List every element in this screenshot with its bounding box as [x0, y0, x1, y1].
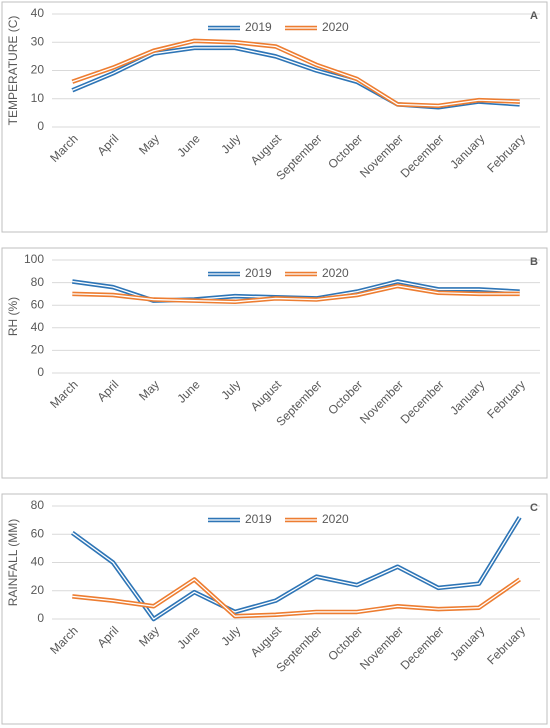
panel-border [1, 247, 548, 479]
x-tick-label: March [47, 377, 80, 410]
x-tick-label: November [357, 377, 406, 426]
y-tick-label: 20 [31, 343, 45, 357]
x-tick-label: June [174, 131, 203, 160]
y-tick-label: 30 [31, 34, 45, 48]
y-axis-title: TEMPERATURE (C) [6, 16, 20, 126]
x-tick-label: May [136, 623, 162, 649]
y-axis-title: RAINFALL (MM) [6, 519, 20, 607]
legend-label: 2020 [322, 512, 349, 526]
x-tick-label: July [218, 131, 243, 156]
panel-label: A [530, 10, 538, 22]
legend-label: 2020 [322, 266, 349, 280]
x-tick-label: July [218, 623, 243, 648]
y-tick-label: 100 [24, 252, 44, 266]
x-tick-label: May [136, 377, 162, 403]
panel-border [1, 493, 548, 725]
y-tick-label: 40 [31, 6, 45, 20]
x-tick-label: November [357, 131, 406, 180]
y-tick-label: 80 [31, 275, 45, 289]
x-tick-label: January [447, 377, 487, 417]
x-tick-label: April [94, 623, 121, 650]
x-tick-label: January [447, 623, 487, 663]
x-tick-label: July [218, 377, 243, 402]
x-tick-label: February [484, 623, 528, 667]
x-tick-label: April [94, 377, 121, 404]
series-line-inner [72, 578, 521, 617]
y-tick-label: 60 [31, 297, 45, 311]
x-tick-label: October [325, 131, 365, 171]
x-tick-label: August [248, 377, 285, 414]
legend-label: 2019 [245, 512, 272, 526]
x-tick-label: August [248, 131, 285, 168]
y-tick-label: 0 [37, 611, 44, 625]
x-tick-label: June [174, 623, 203, 652]
y-tick-label: 10 [31, 91, 45, 105]
x-tick-label: December [398, 131, 447, 180]
series-line-inner [71, 516, 521, 620]
x-tick-label: October [325, 623, 365, 663]
panel-border [1, 1, 548, 233]
y-tick-label: 20 [31, 63, 45, 77]
x-tick-label: April [94, 131, 121, 158]
y-axis-title: RH (%) [6, 297, 20, 336]
y-tick-label: 60 [31, 526, 45, 540]
x-tick-label: October [325, 377, 365, 417]
y-tick-label: 80 [31, 498, 45, 512]
x-tick-label: August [248, 623, 285, 660]
x-tick-label: February [484, 131, 528, 175]
x-tick-label: February [484, 377, 528, 421]
x-tick-label: May [136, 131, 162, 157]
y-tick-label: 0 [37, 365, 44, 379]
legend-label: 2019 [245, 266, 272, 280]
x-tick-label: December [398, 377, 447, 426]
y-tick-label: 20 [31, 583, 45, 597]
series-line-inner [72, 40, 520, 107]
panel-label: C [530, 502, 538, 514]
y-tick-label: 40 [31, 555, 45, 569]
x-tick-label: November [357, 623, 406, 672]
y-tick-label: 0 [37, 119, 44, 133]
x-tick-label: June [174, 377, 203, 406]
y-tick-label: 40 [31, 320, 45, 334]
panel-label: B [530, 256, 538, 268]
legend-label: 2020 [322, 20, 349, 34]
x-tick-label: January [447, 131, 487, 171]
x-tick-label: March [47, 131, 80, 164]
legend-label: 2019 [245, 20, 272, 34]
series-line-inner [72, 285, 520, 303]
series-line [71, 38, 520, 109]
x-tick-label: December [398, 623, 447, 672]
x-tick-label: March [47, 623, 80, 656]
